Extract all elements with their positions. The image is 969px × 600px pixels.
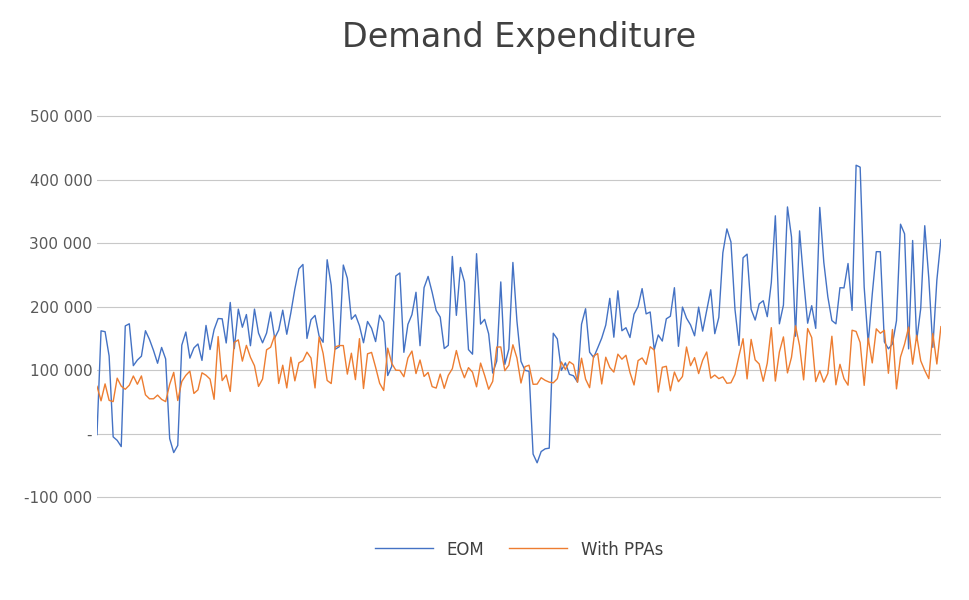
With PPAs: [789, 322, 800, 329]
EOM: [934, 236, 946, 243]
With PPAs: [934, 323, 946, 330]
EOM: [490, 358, 502, 365]
With PPAs: [854, 339, 865, 346]
With PPAs: [515, 379, 526, 386]
EOM: [854, 164, 865, 171]
EOM: [511, 317, 522, 325]
Title: Demand Expenditure: Demand Expenditure: [341, 21, 696, 54]
EOM: [801, 320, 813, 327]
With PPAs: [99, 380, 110, 388]
Line: EOM: EOM: [97, 165, 940, 463]
With PPAs: [805, 334, 817, 341]
With PPAs: [160, 398, 172, 405]
EOM: [850, 161, 861, 169]
With PPAs: [91, 383, 103, 390]
Legend: EOM, With PPAs: EOM, With PPAs: [367, 534, 670, 565]
With PPAs: [272, 380, 284, 387]
EOM: [268, 334, 280, 341]
EOM: [531, 459, 543, 466]
EOM: [91, 431, 103, 438]
EOM: [99, 328, 110, 335]
Line: With PPAs: With PPAs: [97, 326, 940, 401]
With PPAs: [494, 343, 506, 350]
